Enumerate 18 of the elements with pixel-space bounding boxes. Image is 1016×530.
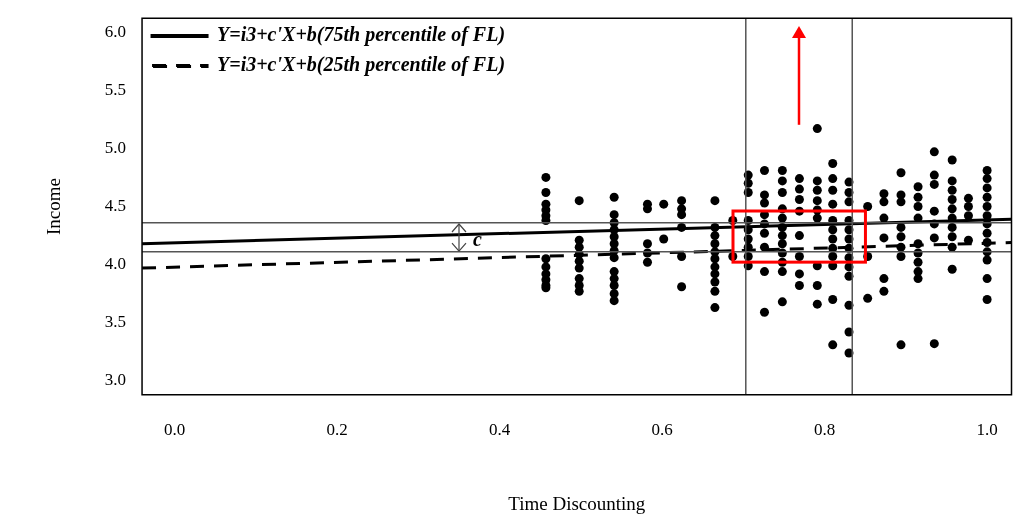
x-axis-title: Time Discounting — [508, 492, 646, 514]
annotation: c — [472, 228, 482, 251]
x-tick-label: 0.0 — [163, 420, 186, 440]
legend-label: Y=i3+c'X+b(25th percentile of FL) — [217, 53, 506, 77]
y-axis-title: Income — [43, 178, 65, 235]
legend-label: Y=i3+c'X+b(75th percentile of FL) — [217, 23, 506, 47]
x-tick-label: 0.2 — [326, 420, 348, 440]
x-tick-label: 0.8 — [813, 420, 836, 440]
x-tick-label: 1.0 — [976, 420, 998, 440]
y-tick-label: 5.0 — [104, 137, 127, 157]
y-tick-label: 3.5 — [104, 312, 127, 332]
y-tick-label: 5.5 — [104, 79, 127, 99]
y-tick-label: 3.0 — [104, 370, 127, 390]
x-tick-label: 0.6 — [651, 420, 673, 440]
y-tick-label: 4.5 — [104, 195, 127, 215]
x-tick-label: 0.4 — [488, 420, 511, 440]
y-tick-label: 4.0 — [104, 254, 127, 274]
y-tick-label: 6.0 — [104, 21, 127, 41]
